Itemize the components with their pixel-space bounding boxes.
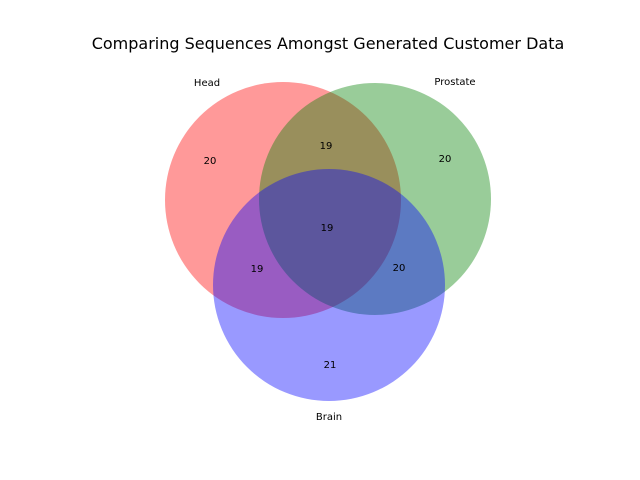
region-label-head-prostate: 19	[320, 141, 333, 152]
region-label-head-prostate-brain: 19	[321, 223, 334, 234]
set-circle-prostate	[259, 83, 491, 315]
set-circle-head	[165, 82, 401, 318]
set-circle-brain	[213, 169, 445, 401]
set-label-brain: Brain	[316, 412, 342, 423]
region-label-head-brain: 19	[251, 264, 264, 275]
set-circles	[165, 82, 491, 401]
set-labels: Head Prostate Brain	[194, 77, 476, 423]
chart-title: Comparing Sequences Amongst Generated Cu…	[92, 34, 565, 53]
region-label-brain: 21	[324, 360, 337, 371]
region-labels: 20 20 21 19 19 20 19	[204, 141, 452, 371]
region-label-prostate-brain: 20	[393, 263, 406, 274]
set-label-prostate: Prostate	[434, 77, 475, 88]
set-label-head: Head	[194, 78, 220, 89]
region-label-head: 20	[204, 156, 217, 167]
region-label-prostate: 20	[439, 154, 452, 165]
